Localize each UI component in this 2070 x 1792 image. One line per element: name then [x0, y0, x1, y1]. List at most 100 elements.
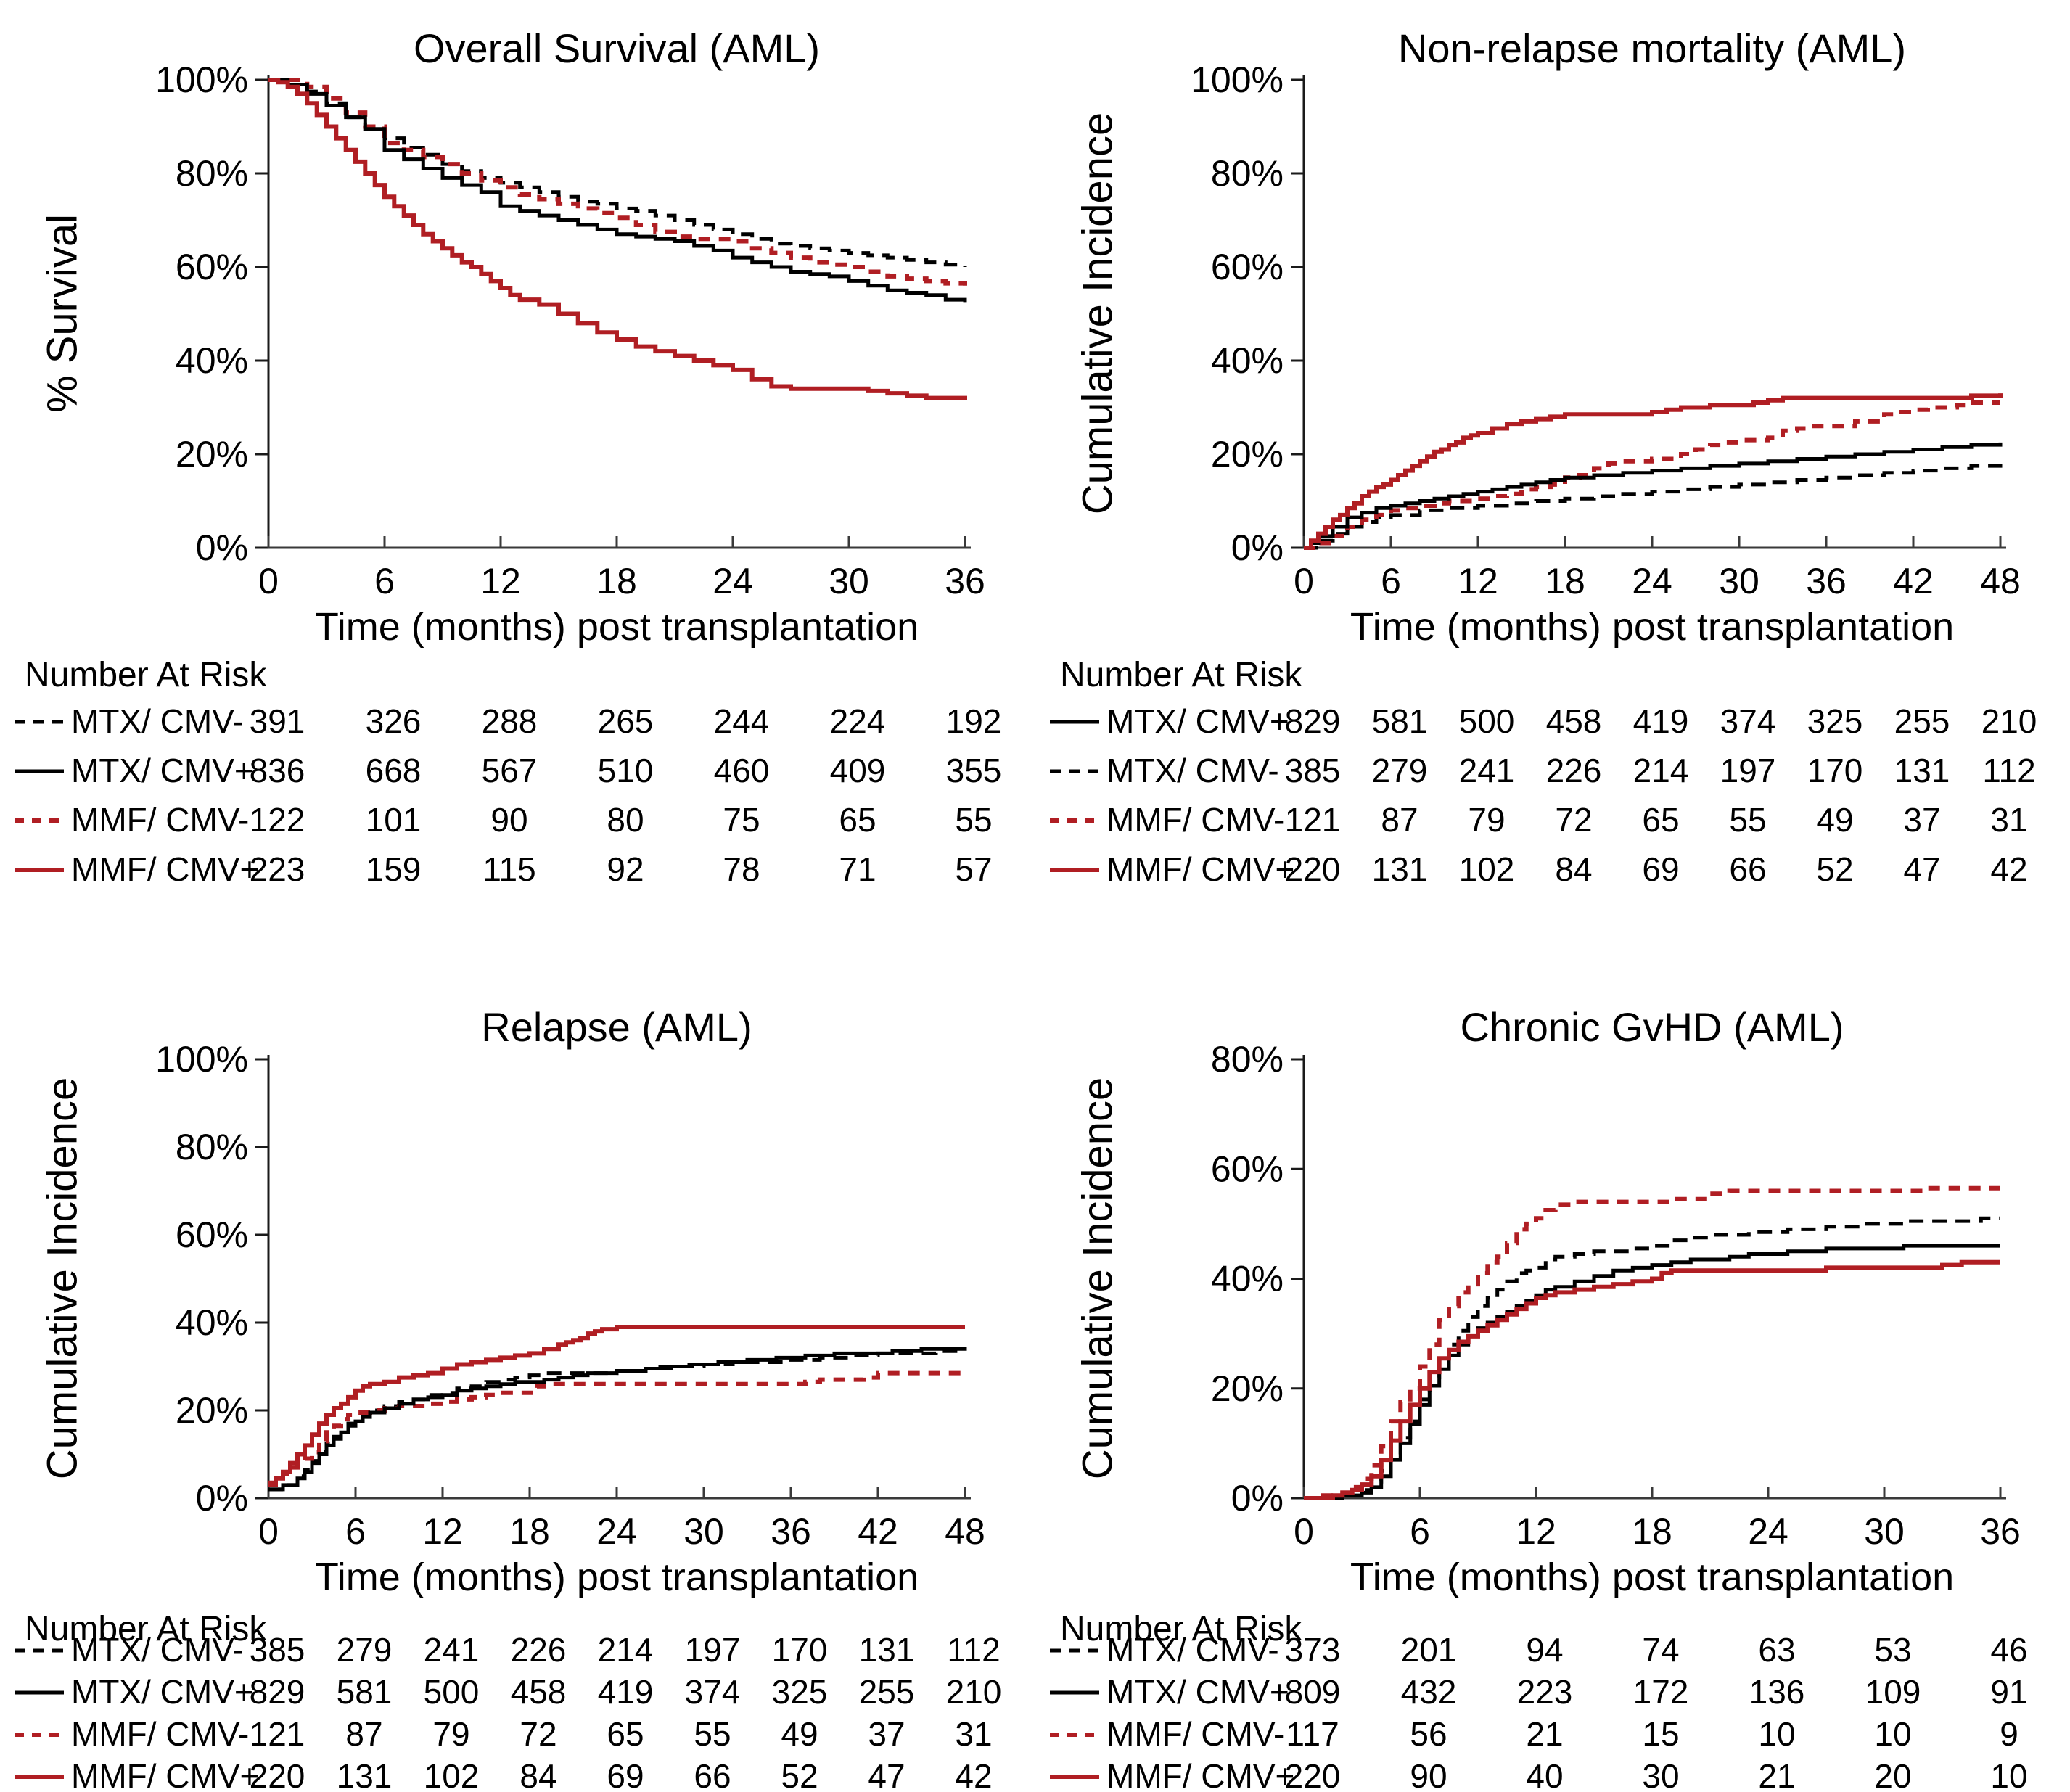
risk-count: 279 — [337, 1631, 393, 1669]
panel-overall-survival: 100% 80% 60% 40% 20% 0% 0 6 12 18 24 30 36 MTX/ CMV- 3… — [0, 0, 1035, 896]
y-tick-label: 60% — [1211, 247, 1284, 287]
risk-count: 581 — [1372, 702, 1428, 740]
risk-count: 65 — [1642, 801, 1679, 839]
x-tick-label: 18 — [1545, 561, 1585, 601]
risk-count: 373 — [1285, 1631, 1341, 1669]
y-tick-label: 80% — [176, 153, 248, 194]
risk-row-label: MTX/ CMV+ — [1106, 1673, 1289, 1711]
risk-count: 21 — [1526, 1715, 1563, 1753]
x-tick-label: 6 — [345, 1511, 366, 1552]
x-tick-label: 30 — [683, 1511, 724, 1552]
x-tick-label: 24 — [596, 1511, 637, 1552]
risk-count: 9 — [2000, 1715, 2018, 1753]
y-tick-label: 0% — [1231, 527, 1284, 568]
x-tick-label: 12 — [1516, 1511, 1556, 1552]
chart-title: Overall Survival (AML) — [413, 25, 821, 71]
x-tick-label: 30 — [1864, 1511, 1905, 1552]
x-tick-label: 36 — [1806, 561, 1847, 601]
y-tick-label: 20% — [176, 1390, 248, 1431]
risk-count: 87 — [1381, 801, 1418, 839]
number-at-risk-header: Number At Risk — [1060, 656, 1302, 694]
x-tick-label: 24 — [1748, 1511, 1788, 1552]
series-line-MTX-CMVpos — [268, 78, 967, 303]
series-line-MTX-CMVpos — [1304, 442, 2003, 550]
risk-count: 500 — [424, 1673, 480, 1711]
y-tick-label: 0% — [196, 527, 248, 568]
risk-count: 102 — [424, 1757, 480, 1792]
risk-count: 102 — [1459, 850, 1515, 888]
risk-count: 69 — [1642, 850, 1679, 888]
x-axis-label: Time (months) post transplantation — [314, 1555, 919, 1599]
series-line-MTX-CMVpos — [268, 1347, 967, 1492]
risk-count: 131 — [337, 1757, 393, 1792]
series-line-MMF-CMVneg — [268, 1370, 965, 1487]
risk-count: 55 — [1729, 801, 1766, 839]
risk-count: 131 — [1372, 850, 1428, 888]
risk-row-label: MMF/ CMV+ — [71, 1757, 259, 1792]
risk-count: 55 — [955, 801, 992, 839]
x-tick-label: 18 — [596, 561, 637, 601]
risk-count: 109 — [1865, 1673, 1921, 1711]
x-tick-label: 48 — [1980, 561, 2021, 601]
risk-count: 460 — [714, 752, 770, 789]
risk-count: 241 — [1459, 752, 1515, 789]
risk-count: 52 — [781, 1757, 818, 1792]
risk-count: 159 — [366, 850, 422, 888]
risk-count: 42 — [1990, 850, 2027, 888]
y-tick-label: 80% — [176, 1127, 248, 1167]
risk-count: 170 — [772, 1631, 828, 1669]
y-tick-label: 80% — [1211, 1039, 1284, 1080]
x-tick-label: 24 — [712, 561, 753, 601]
risk-count: 131 — [1894, 752, 1950, 789]
series-line-MMF-CMVneg — [1304, 400, 2000, 550]
risk-count: 87 — [345, 1715, 382, 1753]
risk-count: 214 — [1633, 752, 1689, 789]
y-tick-label: 80% — [1211, 153, 1284, 194]
risk-count: 136 — [1749, 1673, 1805, 1711]
x-tick-label: 6 — [1410, 1511, 1430, 1552]
risk-row-label: MTX/ CMV- — [71, 702, 244, 740]
risk-row-label: MMF/ CMV- — [71, 801, 249, 839]
risk-count: 31 — [955, 1715, 992, 1753]
x-tick-label: 48 — [945, 1511, 985, 1552]
risk-count: 101 — [366, 801, 422, 839]
risk-count: 31 — [1990, 801, 2027, 839]
risk-count: 10 — [1874, 1715, 1911, 1753]
risk-count: 581 — [337, 1673, 393, 1711]
risk-count: 49 — [781, 1715, 818, 1753]
risk-count: 385 — [1285, 752, 1341, 789]
x-tick-label: 18 — [509, 1511, 550, 1552]
x-tick-label: 36 — [945, 561, 985, 601]
risk-count: 74 — [1642, 1631, 1679, 1669]
series-line-MMF-CMVpos — [268, 78, 967, 400]
x-tick-label: 12 — [1458, 561, 1498, 601]
risk-count: 72 — [1555, 801, 1592, 839]
y-tick-label: 40% — [176, 340, 248, 381]
y-tick-label: 60% — [176, 1214, 248, 1255]
y-tick-label: 20% — [176, 434, 248, 474]
risk-count: 49 — [1816, 801, 1853, 839]
risk-row-label: MMF/ CMV+ — [1106, 1757, 1294, 1792]
risk-count: 374 — [1720, 702, 1776, 740]
risk-count: 809 — [1285, 1673, 1341, 1711]
risk-count: 210 — [1981, 702, 2037, 740]
risk-count: 94 — [1526, 1631, 1563, 1669]
x-axis-label: Time (months) post transplantation — [1350, 1555, 1955, 1599]
risk-row-label: MMF/ CMV- — [1106, 801, 1284, 839]
non-relapse-mortality-chart: 100% 80% 60% 40% 20% 0%0 6 12 18 24 30 36 42 48 MTX/ C… — [1050, 59, 2037, 888]
risk-count: 197 — [1720, 752, 1776, 789]
risk-count: 69 — [607, 1757, 644, 1792]
x-tick-label: 6 — [1381, 561, 1401, 601]
risk-count: 355 — [946, 752, 1002, 789]
risk-count: 63 — [1758, 1631, 1795, 1669]
series-line-MMF-CMVpos — [1304, 1259, 2000, 1500]
chronic-gvhd-chart: 80% 60% 40% 20% 0%0 6 12 18 24 30 36 MTX/ CMV- 373 20… — [1050, 1039, 2028, 1792]
risk-count: 47 — [868, 1757, 905, 1792]
y-axis-label: % Survival — [38, 214, 86, 413]
risk-count: 391 — [250, 702, 305, 740]
risk-row-label: MMF/ CMV- — [71, 1715, 249, 1753]
risk-count: 71 — [839, 850, 876, 888]
panel-relapse: 100% 80% 60% 40% 20% 0% 0 6 12 18 24 30 36 42 48 MTX/ C… — [0, 896, 1035, 1792]
x-tick-label: 12 — [480, 561, 521, 601]
